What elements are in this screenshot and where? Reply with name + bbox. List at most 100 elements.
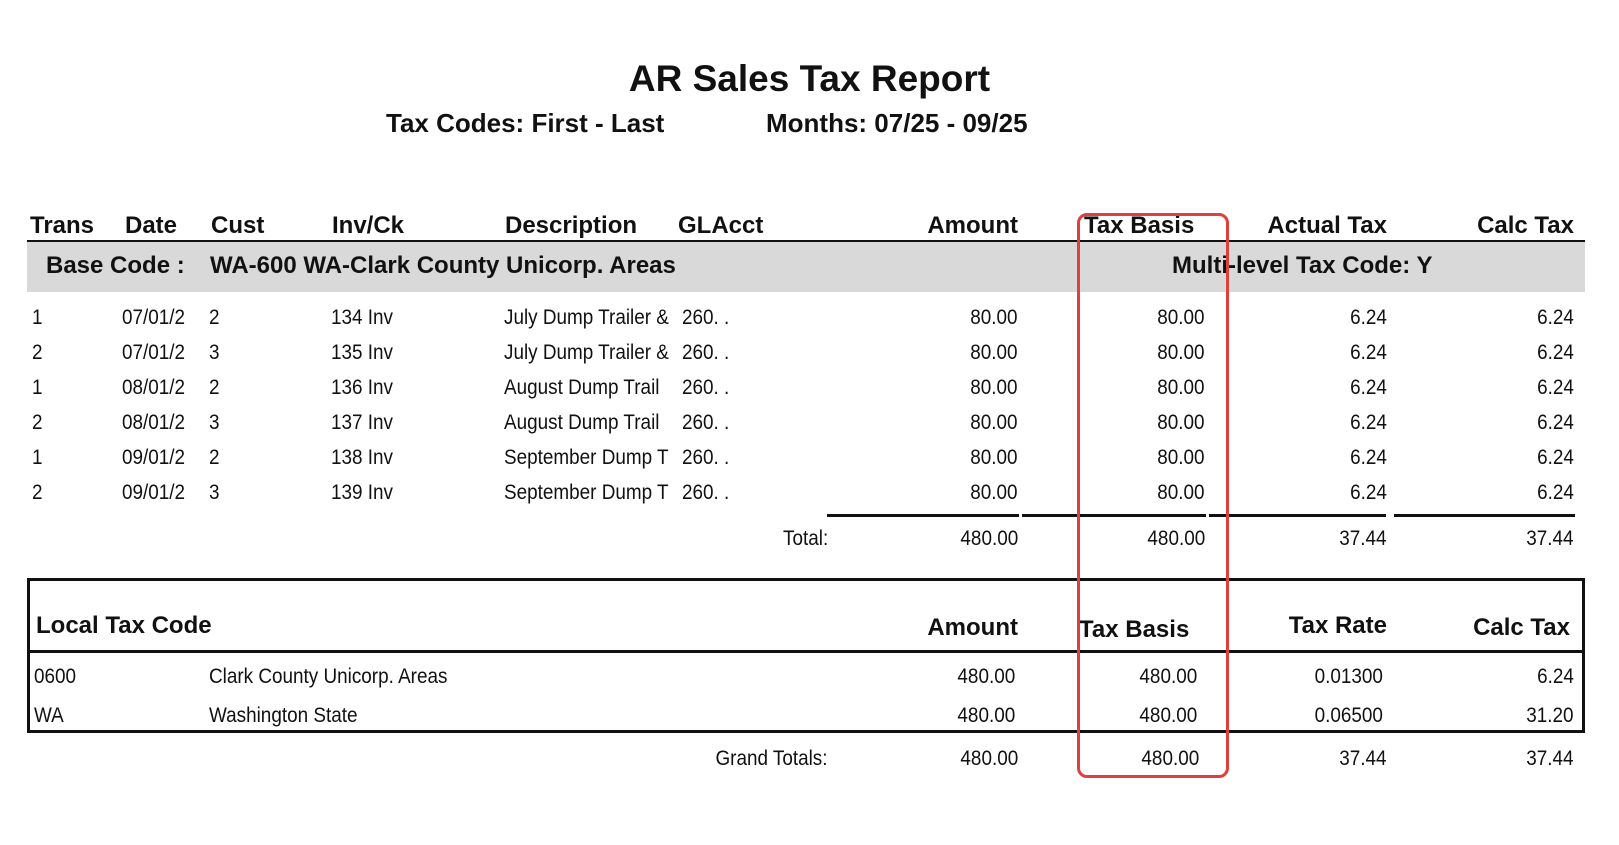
table-row: 1 09/01/2 2 138 Inv September Dump T 260… (0, 442, 1619, 474)
local-row: 0600 Clark County Unicorp. Areas 480.00 … (0, 661, 1619, 693)
months-range: Months: 07/25 - 09/25 (766, 108, 1028, 138)
local-col-tax-rate: Tax Rate (1288, 612, 1387, 639)
local-header-rule (27, 650, 1585, 653)
cell-actual-tax: 6.24 (1350, 306, 1387, 329)
local-code: 0600 (34, 665, 77, 688)
cell-calc-tax: 6.24 (1537, 411, 1574, 434)
cell-description: September Dump T (504, 446, 669, 469)
cell-date: 07/01/2 (122, 341, 186, 364)
local-col-code: Local Tax Code (36, 612, 212, 639)
cell-invck: 138 Inv (331, 446, 394, 469)
cell-amount: 80.00 (970, 446, 1018, 469)
local-tax-basis: 480.00 (1139, 704, 1197, 727)
cell-trans: 2 (32, 481, 43, 504)
cell-amount: 80.00 (970, 481, 1018, 504)
total-calc-tax: 37.44 (1526, 527, 1574, 550)
local-amount: 480.00 (957, 704, 1015, 727)
cell-description: July Dump Trailer & (504, 306, 669, 329)
cell-glacct: 260. . (682, 341, 730, 364)
total-rule-calc-tax (1394, 514, 1575, 517)
col-description: Description (505, 212, 638, 239)
local-tax-basis: 480.00 (1139, 665, 1197, 688)
cell-glacct: 260. . (682, 376, 730, 399)
cell-tax-basis: 80.00 (1157, 376, 1205, 399)
cell-cust: 3 (209, 411, 220, 434)
grand-totals-tax-rate: 37.44 (1339, 747, 1387, 770)
table-row: 2 07/01/2 3 135 Inv July Dump Trailer & … (0, 337, 1619, 369)
col-trans: Trans (30, 212, 95, 239)
cell-glacct: 260. . (682, 446, 730, 469)
total-tax-basis: 480.00 (1147, 527, 1205, 550)
cell-glacct: 260. . (682, 411, 730, 434)
grand-totals-calc-tax: 37.44 (1526, 747, 1574, 770)
total-amount: 480.00 (960, 527, 1018, 550)
total-rule-tax-basis (1022, 514, 1206, 517)
tax-basis-highlight-box (1077, 213, 1229, 778)
cell-cust: 2 (209, 376, 220, 399)
cell-amount: 80.00 (970, 341, 1018, 364)
cell-tax-basis: 80.00 (1157, 411, 1205, 434)
local-col-tax-basis: Tax Basis (1079, 616, 1190, 643)
local-name: Washington State (209, 704, 358, 727)
cell-tax-basis: 80.00 (1157, 341, 1205, 364)
cell-calc-tax: 6.24 (1537, 306, 1574, 329)
table-row: 1 08/01/2 2 136 Inv August Dump Trail 26… (0, 372, 1619, 404)
cell-date: 08/01/2 (122, 376, 186, 399)
cell-cust: 3 (209, 481, 220, 504)
cell-trans: 1 (32, 306, 43, 329)
total-actual-tax: 37.44 (1339, 527, 1387, 550)
cell-amount: 80.00 (970, 306, 1018, 329)
local-tax-code-box (27, 578, 1585, 733)
cell-cust: 2 (209, 446, 220, 469)
grand-totals-label: Grand Totals: (715, 747, 828, 770)
cell-amount: 80.00 (970, 411, 1018, 434)
table-row: 2 09/01/2 3 139 Inv September Dump T 260… (0, 477, 1619, 509)
cell-date: 07/01/2 (122, 306, 186, 329)
cell-description: August Dump Trail (504, 411, 660, 434)
cell-trans: 2 (32, 341, 43, 364)
cell-calc-tax: 6.24 (1537, 481, 1574, 504)
cell-calc-tax: 6.24 (1537, 341, 1574, 364)
col-invck: Inv/Ck (332, 212, 405, 239)
cell-actual-tax: 6.24 (1350, 411, 1387, 434)
table-row: 2 08/01/2 3 137 Inv August Dump Trail 26… (0, 407, 1619, 439)
base-code-band (27, 242, 1585, 292)
local-amount: 480.00 (957, 665, 1015, 688)
cell-cust: 3 (209, 341, 220, 364)
local-tax-rate: 0.01300 (1314, 665, 1383, 688)
cell-date: 09/01/2 (122, 481, 186, 504)
col-calc-tax: Calc Tax (1477, 212, 1574, 239)
local-code: WA (34, 704, 64, 727)
col-glacct: GLAcct (678, 212, 764, 239)
cell-glacct: 260. . (682, 306, 730, 329)
cell-description: August Dump Trail (504, 376, 660, 399)
cell-invck: 134 Inv (331, 306, 394, 329)
base-code-value: WA-600 WA-Clark County Unicorp. Areas (210, 252, 676, 279)
tax-codes-range: Tax Codes: First - Last (386, 108, 665, 138)
cell-tax-basis: 80.00 (1157, 481, 1205, 504)
col-date: Date (125, 212, 178, 239)
col-cust: Cust (211, 212, 265, 239)
grand-totals-tax-basis: 480.00 (1141, 747, 1199, 770)
cell-cust: 2 (209, 306, 220, 329)
grand-totals-amount: 480.00 (960, 747, 1018, 770)
cell-actual-tax: 6.24 (1350, 376, 1387, 399)
total-rule-amount (827, 514, 1019, 517)
cell-date: 08/01/2 (122, 411, 186, 434)
report-title: AR Sales Tax Report (628, 58, 991, 99)
cell-description: July Dump Trailer & (504, 341, 669, 364)
cell-glacct: 260. . (682, 481, 730, 504)
local-row: WA Washington State 480.00 480.00 0.0650… (0, 700, 1619, 732)
cell-tax-basis: 80.00 (1157, 446, 1205, 469)
cell-invck: 135 Inv (331, 341, 394, 364)
cell-invck: 136 Inv (331, 376, 394, 399)
cell-invck: 137 Inv (331, 411, 394, 434)
cell-amount: 80.00 (970, 376, 1018, 399)
grand-totals-row: Grand Totals: 480.00 480.00 37.44 37.44 (0, 743, 1619, 775)
total-rule-actual-tax (1209, 514, 1386, 517)
local-col-calc-tax: Calc Tax (1473, 614, 1570, 641)
table-row: 1 07/01/2 2 134 Inv July Dump Trailer & … (0, 302, 1619, 334)
cell-calc-tax: 6.24 (1537, 376, 1574, 399)
local-calc-tax: 31.20 (1526, 704, 1574, 727)
col-actual-tax: Actual Tax (1267, 212, 1387, 239)
